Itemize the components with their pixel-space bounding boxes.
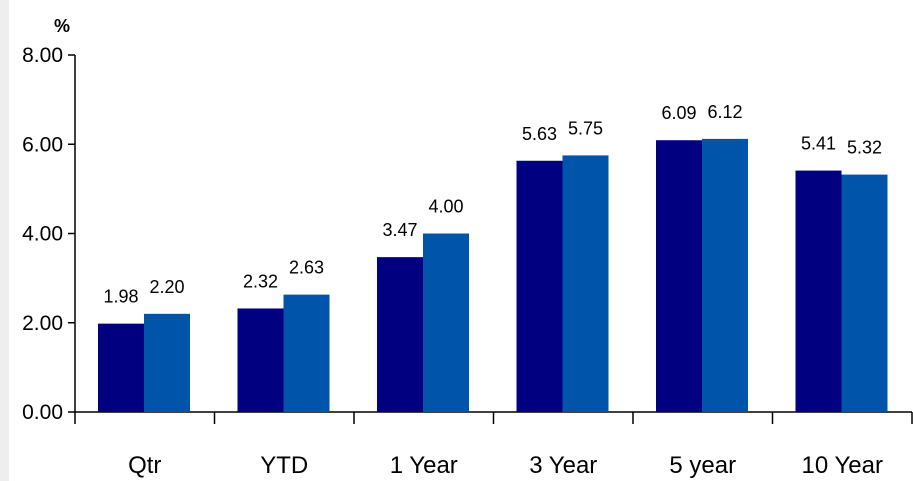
y-tick-label: 2.00: [22, 312, 63, 335]
data-label: 2.32: [243, 271, 278, 291]
bar-series-1: [237, 308, 284, 412]
x-tick-label: 5 year: [669, 452, 736, 479]
y-tick-label: 6.00: [22, 133, 63, 156]
bar-series-2: [423, 233, 469, 412]
data-label: 2.20: [149, 277, 184, 297]
bar-series-1: [98, 323, 144, 412]
x-axis: Qtr YTD 1 Year 3 Year 5 year 10 Year: [74, 411, 913, 479]
bar-series-2: [283, 294, 330, 412]
data-label: 3.47: [382, 220, 417, 240]
bar-series-2: [702, 138, 748, 412]
data-label: 6.09: [661, 103, 696, 123]
x-tick-label: 1 Year: [390, 452, 458, 479]
data-label: 5.63: [522, 124, 557, 144]
left-edge-strip: [0, 0, 9, 481]
data-label: 5.41: [801, 134, 836, 154]
y-axis: 0.00 2.00 4.00 6.00 8.00: [22, 44, 76, 424]
y-tick-label: 4.00: [22, 223, 63, 246]
bar-series-2: [562, 155, 609, 412]
y-unit-label: %: [54, 16, 70, 36]
x-tick-label: Qtr: [128, 452, 161, 479]
bar-series-1: [795, 170, 842, 412]
data-label: 1.98: [103, 287, 138, 307]
bar-series-1: [656, 140, 702, 412]
data-labels: 1.98 2.32 3.47 5.63 6.09 5.41 2.20 2.63 4.00 5.75…: [103, 102, 882, 307]
bar-series-2: [144, 313, 190, 412]
x-tick-label: 10 Year: [802, 452, 883, 479]
x-tick-label: 3 Year: [529, 452, 597, 479]
data-label: 4.00: [428, 197, 463, 217]
data-label: 6.12: [707, 102, 742, 122]
x-tick-label: YTD: [260, 452, 308, 479]
y-tick-label: 8.00: [22, 44, 63, 67]
y-tick-label: 0.00: [22, 401, 63, 424]
data-label: 2.63: [289, 258, 324, 278]
bars: [98, 138, 888, 412]
data-label: 5.75: [568, 118, 603, 138]
bar-series-1: [377, 257, 423, 412]
bar-series-1: [516, 160, 563, 412]
data-label: 5.32: [847, 138, 882, 158]
bar-series-2: [841, 174, 888, 412]
